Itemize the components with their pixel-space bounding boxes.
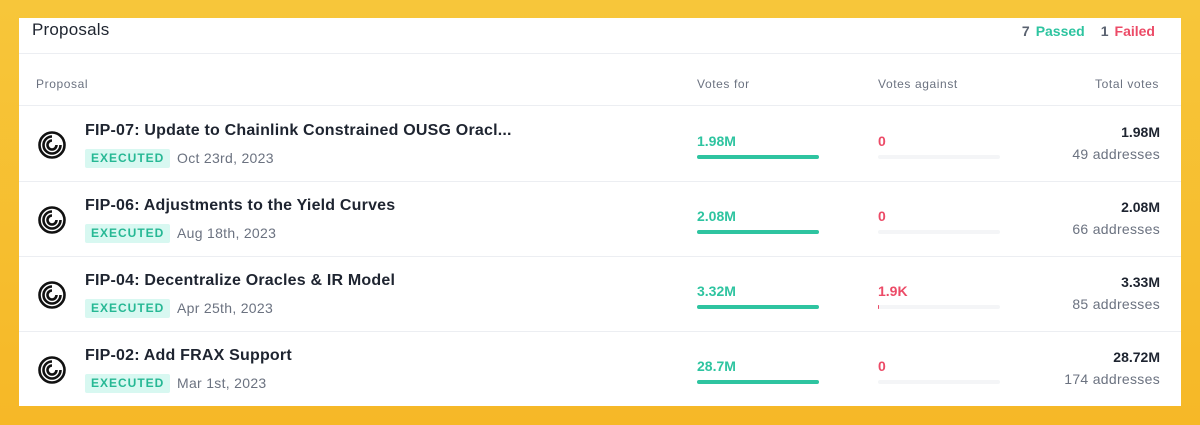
failed-count: 1 <box>1100 23 1109 39</box>
proposal-row[interactable]: FIP-07: Update to Chainlink Constrained … <box>19 106 1181 182</box>
page-title: Proposals <box>32 20 110 39</box>
total-votes-value: 28.72M <box>1113 349 1160 365</box>
votes-for-bar <box>697 230 819 234</box>
proposals-card: Proposals 7 Passed 1 Failed Proposal Votes … <box>19 18 1181 406</box>
proposal-date: Oct 23rd, 2023 <box>177 150 274 166</box>
votes-against-value: 0 <box>878 208 886 224</box>
proposal-date: Apr 25th, 2023 <box>177 300 274 316</box>
status-badge: EXECUTED <box>85 374 171 393</box>
column-header-votes-for: Votes for <box>697 77 750 91</box>
proposal-summary: 7 Passed 1 Failed <box>1022 23 1155 39</box>
total-votes-value: 3.33M <box>1121 274 1160 290</box>
votes-for-bar <box>697 380 819 384</box>
votes-against-bar <box>878 155 1000 159</box>
total-addresses: 49 addresses <box>1072 146 1160 162</box>
votes-against-bar <box>878 230 1000 234</box>
proposal-row[interactable]: FIP-02: Add FRAX Support EXECUTED Mar 1s… <box>19 331 1181 406</box>
total-votes-value: 2.08M <box>1121 199 1160 215</box>
votes-for-bar-fill <box>697 155 819 159</box>
votes-against-value: 0 <box>878 358 886 374</box>
proposal-date: Aug 18th, 2023 <box>177 225 277 241</box>
votes-against-value: 1.9K <box>878 283 908 299</box>
column-header-proposal: Proposal <box>36 77 89 91</box>
header-divider <box>19 105 1181 106</box>
total-addresses: 85 addresses <box>1072 296 1160 312</box>
votes-against-bar <box>878 305 1000 309</box>
votes-for-bar <box>697 155 819 159</box>
status-badge: EXECUTED <box>85 224 171 243</box>
proposal-title[interactable]: FIP-07: Update to Chainlink Constrained … <box>85 122 512 139</box>
votes-for-bar-fill <box>697 380 819 384</box>
passed-label[interactable]: Passed <box>1035 23 1085 39</box>
column-header-votes-against: Votes against <box>878 77 958 91</box>
votes-for-bar <box>697 305 819 309</box>
votes-for-value: 3.32M <box>697 283 736 299</box>
status-badge: EXECUTED <box>85 149 171 168</box>
votes-for-value: 2.08M <box>697 208 736 224</box>
proposal-title[interactable]: FIP-06: Adjustments to the Yield Curves <box>85 197 396 214</box>
votes-for-value: 1.98M <box>697 133 736 149</box>
votes-against-bar <box>878 380 1000 384</box>
votes-for-value: 28.7M <box>697 358 736 374</box>
total-addresses: 174 addresses <box>1064 371 1160 387</box>
proposal-title[interactable]: FIP-04: Decentralize Oracles & IR Model <box>85 272 396 289</box>
votes-for-bar-fill <box>697 230 819 234</box>
proposal-row[interactable]: FIP-06: Adjustments to the Yield Curves … <box>19 181 1181 257</box>
protocol-logo-icon <box>38 356 66 384</box>
proposal-row[interactable]: FIP-04: Decentralize Oracles & IR Model … <box>19 256 1181 332</box>
protocol-logo-icon <box>38 281 66 309</box>
total-addresses: 66 addresses <box>1072 221 1160 237</box>
failed-label[interactable]: Failed <box>1114 23 1155 39</box>
proposal-title[interactable]: FIP-02: Add FRAX Support <box>85 347 292 364</box>
votes-for-bar-fill <box>697 305 819 309</box>
protocol-logo-icon <box>38 206 66 234</box>
status-badge: EXECUTED <box>85 299 171 318</box>
card-header: Proposals 7 Passed 1 Failed <box>19 18 1181 54</box>
votes-against-value: 0 <box>878 133 886 149</box>
total-votes-value: 1.98M <box>1121 124 1160 140</box>
votes-against-bar-fill <box>878 305 880 309</box>
column-header-total-votes: Total votes <box>1095 77 1159 91</box>
passed-count: 7 <box>1021 23 1030 39</box>
proposal-date: Mar 1st, 2023 <box>177 375 267 391</box>
protocol-logo-icon <box>38 131 66 159</box>
